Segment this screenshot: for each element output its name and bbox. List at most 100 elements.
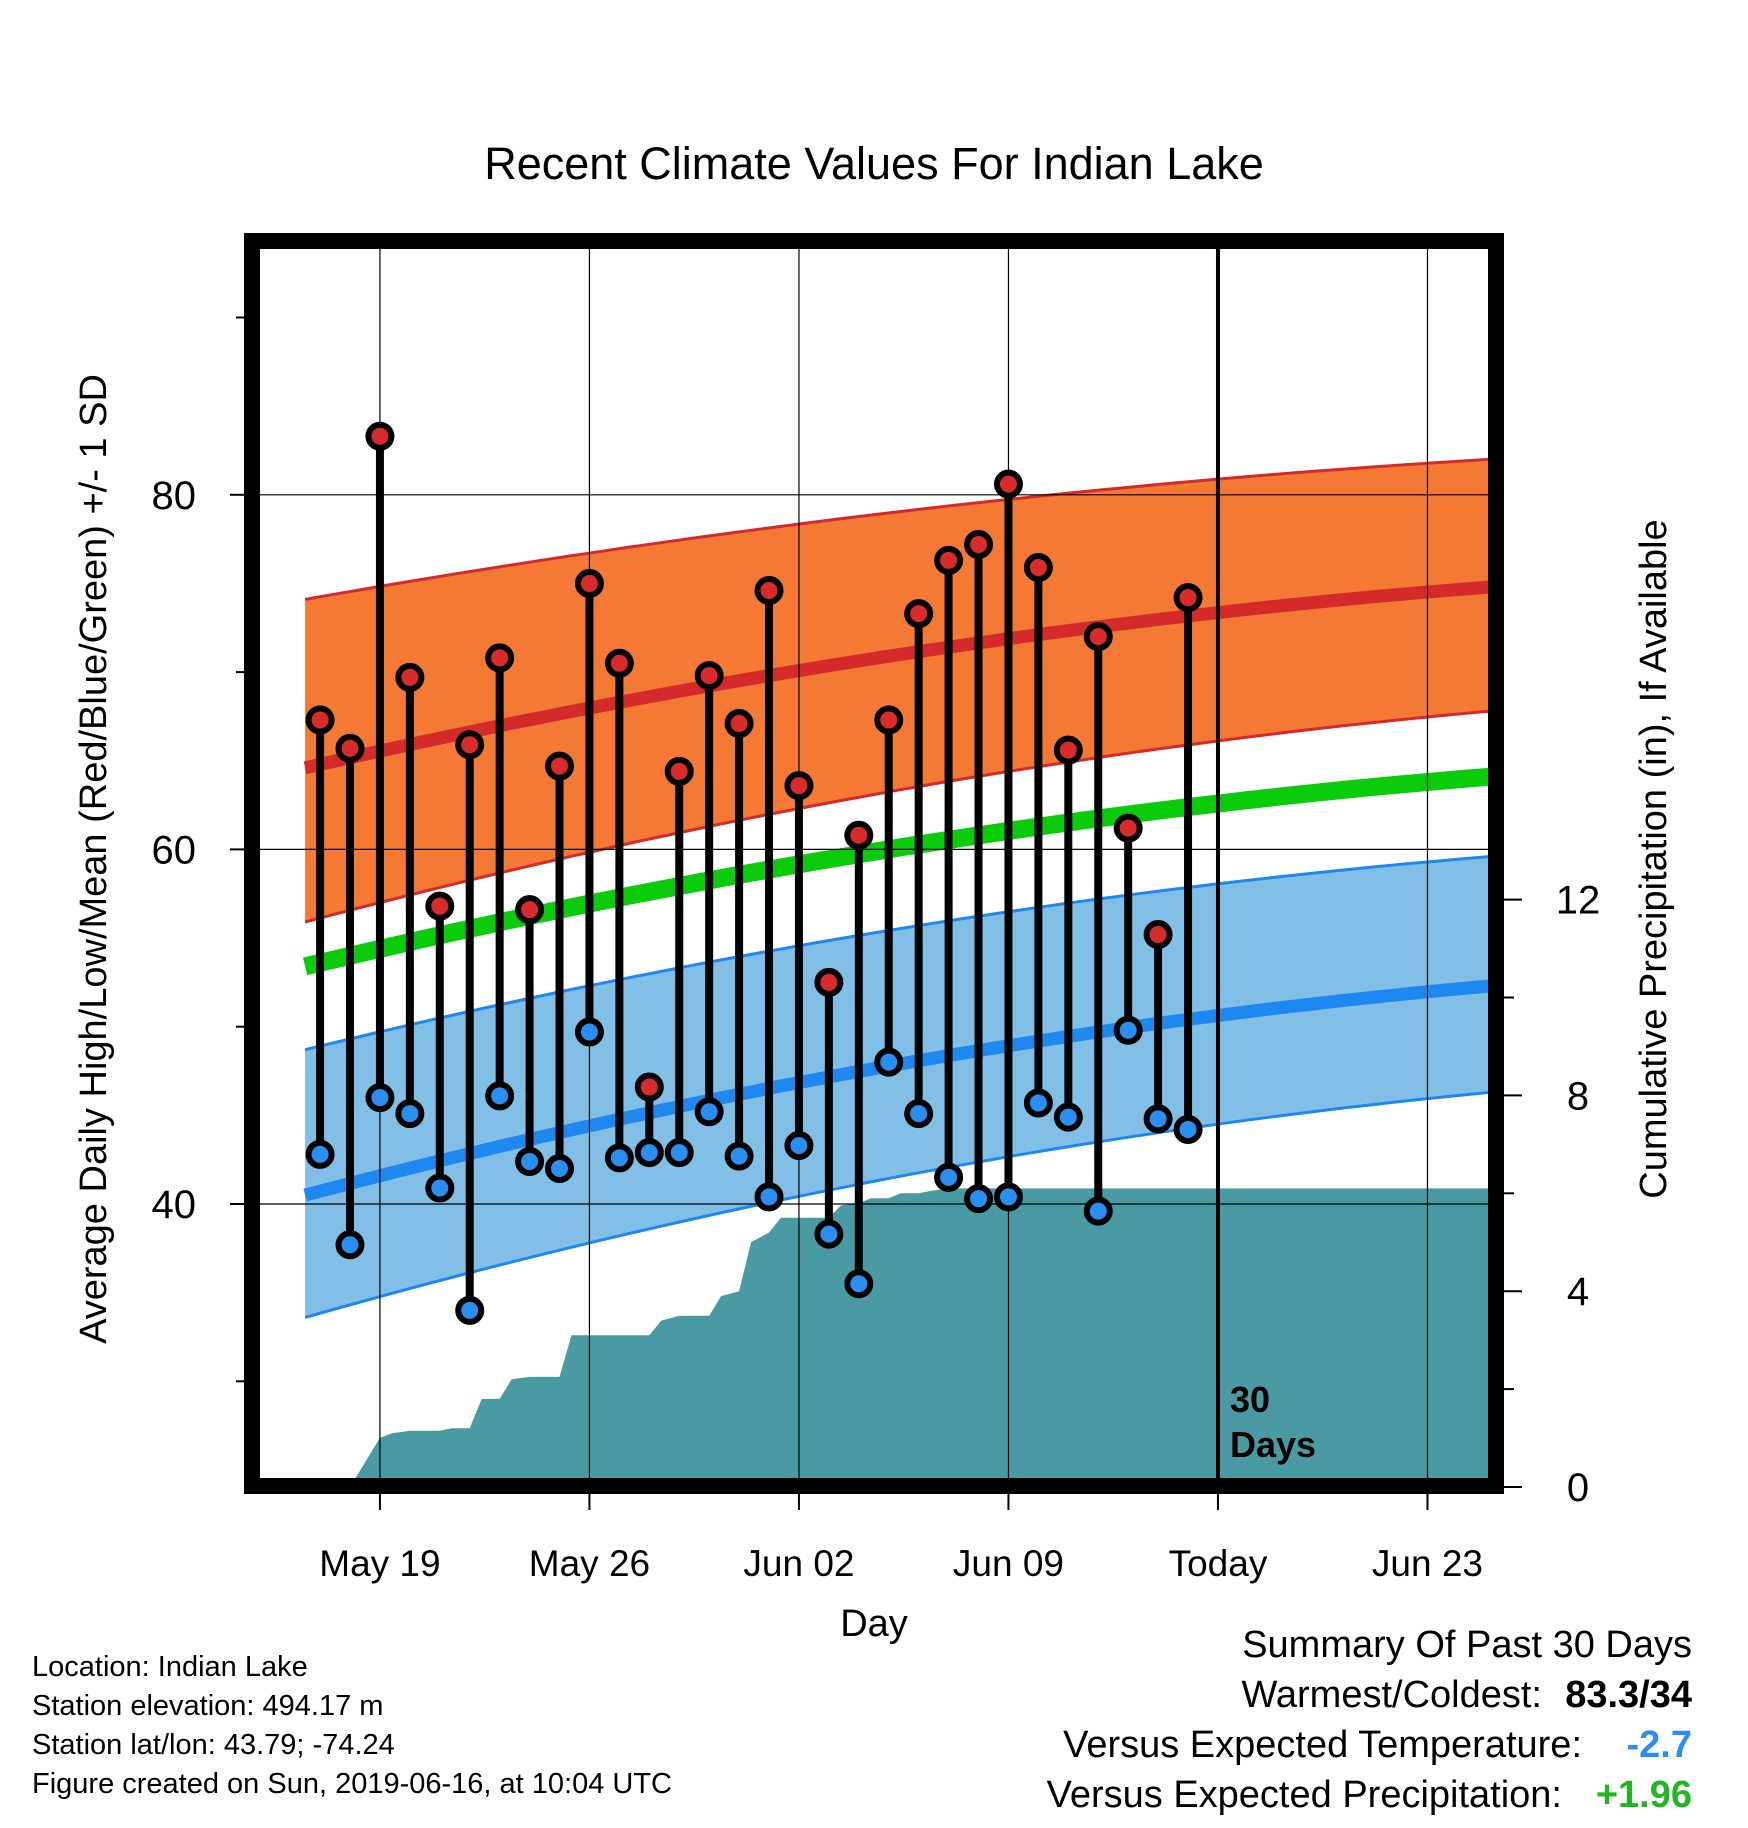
high-point — [485, 643, 515, 673]
x-tick-label: Jun 02 — [743, 1543, 854, 1584]
low-point — [814, 1219, 844, 1249]
warm-cold-label: Warmest/Coldest: — [1241, 1674, 1542, 1716]
y2-axis-label: Cumulative Precipitation (in), If Availa… — [1633, 519, 1675, 1198]
low-point — [664, 1138, 694, 1168]
low-point — [1113, 1015, 1143, 1045]
low-point — [335, 1230, 365, 1260]
high-point — [754, 576, 784, 606]
y-tick-label: 80 — [152, 474, 197, 518]
high-point — [365, 421, 395, 451]
created-text: Figure created on Sun, 2019-06-16, at 10… — [32, 1768, 672, 1800]
station-metadata: Location: Indian Lake Station elevation:… — [32, 1648, 672, 1804]
summary-warm-cold-row: Warmest/Coldest: 83.3/34 — [1047, 1670, 1692, 1720]
low-point — [934, 1162, 964, 1192]
low-point — [993, 1182, 1023, 1212]
high-point — [574, 568, 604, 598]
low-point — [1083, 1196, 1113, 1226]
high-point — [1053, 735, 1083, 765]
high-point — [1023, 552, 1053, 582]
x-axis-label: Day — [840, 1603, 908, 1645]
low-point — [395, 1099, 425, 1129]
today-annotation: Days — [1230, 1424, 1316, 1465]
high-band-upper-edge — [304, 457, 1491, 601]
y2-tick-label: 8 — [1567, 1074, 1589, 1118]
low-point — [874, 1047, 904, 1077]
x-tick-label: Jun 23 — [1372, 1543, 1483, 1584]
summary-precip-row: Versus Expected Precipitation: +1.96 — [1047, 1770, 1692, 1820]
high-point — [455, 730, 485, 760]
high-point — [694, 661, 724, 691]
y-axis-label: Average Daily High/Low/Mean (Red/Blue/Gr… — [73, 374, 115, 1344]
high-point — [305, 705, 335, 735]
precip-anomaly-label: Versus Expected Precipitation: — [1046, 1774, 1562, 1816]
summary-panel: Summary Of Past 30 Days Warmest/Coldest:… — [1047, 1620, 1692, 1820]
precip-area — [350, 1188, 1491, 1486]
high-point — [904, 599, 934, 629]
low-point — [604, 1143, 634, 1173]
low-point — [784, 1130, 814, 1160]
low-point — [1143, 1104, 1173, 1134]
high-point — [844, 820, 874, 850]
high-point — [335, 733, 365, 763]
x-tick-label: Today — [1169, 1543, 1268, 1584]
low-point — [455, 1295, 485, 1325]
y-tick-label: 60 — [152, 828, 197, 872]
high-point — [1113, 813, 1143, 843]
high-point — [934, 545, 964, 575]
x-tick-label: Jun 09 — [953, 1543, 1064, 1584]
low-band-lower-edge — [304, 1090, 1491, 1319]
latlon-text: Station lat/lon: 43.79; -74.24 — [32, 1729, 395, 1761]
low-point — [515, 1146, 545, 1176]
location-text: Location: Indian Lake — [32, 1651, 308, 1683]
low-point — [964, 1184, 994, 1214]
y2-tick-label: 0 — [1567, 1466, 1589, 1510]
low-point — [425, 1173, 455, 1203]
high-point — [515, 895, 545, 925]
low-point — [545, 1154, 575, 1184]
low-point — [485, 1081, 515, 1111]
low-point — [844, 1269, 874, 1299]
high-point — [814, 967, 844, 997]
low-point — [365, 1083, 395, 1113]
high-point — [545, 751, 575, 781]
high-point — [1083, 622, 1113, 652]
low-point — [574, 1017, 604, 1047]
high-point — [1173, 583, 1203, 613]
temp-anomaly-label: Versus Expected Temperature: — [1063, 1724, 1582, 1766]
high-point — [724, 709, 754, 739]
warm-cold-value: 83.3/34 — [1565, 1674, 1692, 1716]
x-tick-label: May 19 — [319, 1543, 440, 1584]
high-normal-band — [305, 459, 1491, 923]
low-point — [724, 1141, 754, 1171]
low-point — [305, 1139, 335, 1169]
low-point — [1173, 1115, 1203, 1145]
temp-anomaly-value: -2.7 — [1626, 1724, 1692, 1766]
high-point — [784, 771, 814, 801]
low-point — [904, 1099, 934, 1129]
y2-tick-label: 12 — [1556, 879, 1601, 923]
low-normal-band — [305, 856, 1491, 1318]
elevation-text: Station elevation: 494.17 m — [32, 1690, 384, 1722]
low-point — [1053, 1102, 1083, 1132]
high-point — [993, 469, 1023, 499]
low-point — [1023, 1088, 1053, 1118]
high-point — [964, 529, 994, 559]
high-point — [874, 705, 904, 735]
today-annotation: 30 — [1230, 1379, 1270, 1420]
high-point — [604, 648, 634, 678]
x-tick-label: May 26 — [529, 1543, 650, 1584]
high-point — [395, 662, 425, 692]
high-point — [425, 891, 455, 921]
chart-title: Recent Climate Values For Indian Lake — [484, 138, 1264, 189]
y2-tick-label: 4 — [1567, 1270, 1589, 1314]
high-point — [664, 756, 694, 786]
summary-title: Summary Of Past 30 Days — [1242, 1624, 1692, 1666]
high-point — [634, 1072, 664, 1102]
axes: 80 60 40 0 4 8 12 May 19 May 26 Jun 02 Jun 09 Today… — [152, 233, 1601, 1584]
low-point — [634, 1138, 664, 1168]
low-point — [694, 1097, 724, 1127]
y-tick-label: 40 — [152, 1183, 197, 1227]
summary-temp-row: Versus Expected Temperature: -2.7 — [1047, 1720, 1692, 1770]
